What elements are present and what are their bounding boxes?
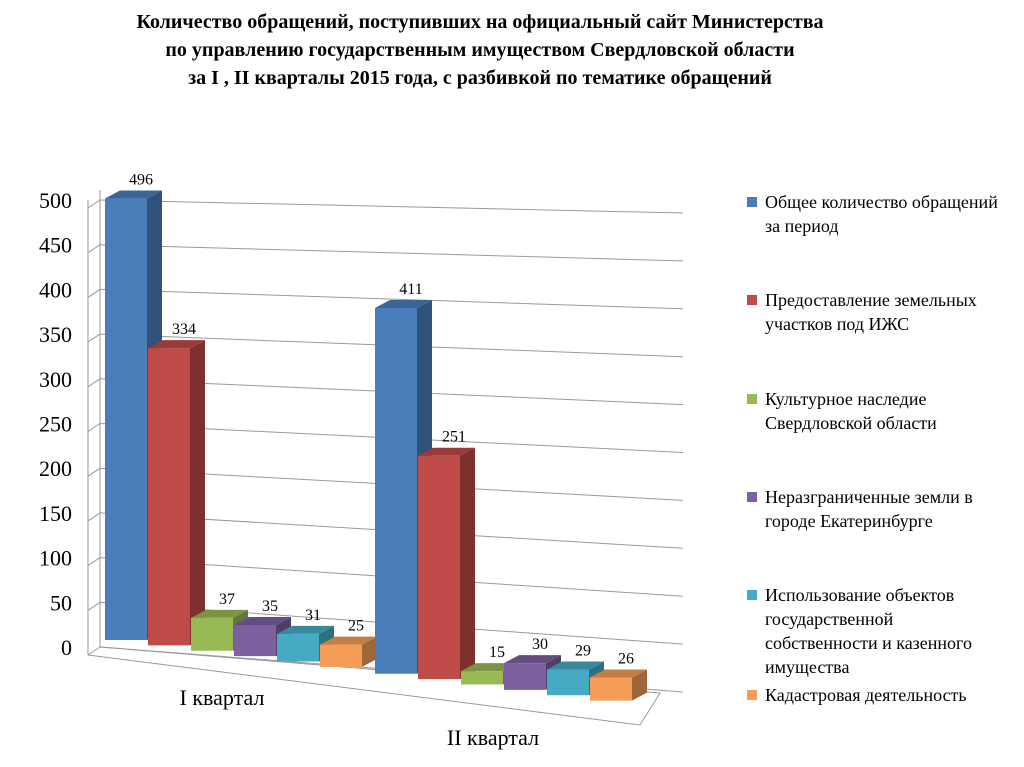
legend-item: Культурное наследие Свердловской области (745, 387, 1010, 435)
legend-swatch (747, 492, 757, 502)
bar-side (632, 669, 647, 701)
legend-swatch (747, 295, 757, 305)
bar (277, 633, 319, 662)
bar (375, 307, 417, 674)
legend-swatch (747, 690, 757, 700)
tick (87, 512, 101, 522)
bar-group (590, 669, 647, 701)
value-label: 30 (532, 636, 548, 653)
bar-top (590, 669, 647, 678)
y-tick-label: 350 (39, 322, 72, 347)
legend-label: Кадастровая деятельность (765, 685, 967, 705)
bar-top (191, 609, 248, 618)
y-tick-label: 400 (39, 277, 72, 302)
y-tick-label: 250 (39, 412, 72, 437)
value-label: 35 (262, 598, 278, 615)
bar (105, 198, 147, 640)
bar (148, 348, 190, 646)
legend-swatch (747, 590, 757, 600)
y-tick-label: 300 (39, 367, 72, 392)
value-label: 334 (172, 321, 196, 338)
value-label: 25 (348, 618, 364, 635)
bar (234, 624, 276, 657)
grid-line (99, 244, 684, 262)
value-label: 251 (442, 429, 466, 446)
grid-line (99, 288, 684, 310)
legend-item: Предоставление земельных участков под ИЖ… (745, 288, 1010, 336)
value-label: 411 (399, 281, 422, 298)
bar-side (460, 447, 475, 680)
y-tick-label: 200 (39, 456, 72, 481)
legend-label: Неразграниченные земли в городе Екатерин… (765, 487, 973, 531)
bar (191, 617, 233, 651)
x-tick-label: I квартал (180, 685, 265, 710)
bar-top (461, 663, 518, 672)
legend-label: Культурное наследие Свердловской области (765, 389, 937, 433)
legend-label: Предоставление земельных участков под ИЖ… (765, 290, 977, 334)
y-tick-label: 50 (50, 590, 72, 615)
tick (87, 646, 101, 656)
bar-top (547, 661, 604, 670)
y-tick-label: 0 (61, 635, 72, 660)
legend-item: Неразграниченные земли в городе Екатерин… (745, 485, 1010, 533)
y-tick-label: 100 (39, 546, 72, 571)
bar-group (504, 655, 561, 690)
bar-group (418, 447, 475, 680)
x-tick-label: II квартал (447, 725, 539, 750)
bar (418, 455, 460, 680)
tick (87, 378, 101, 388)
legend-item: Общее количество обращений за период (745, 190, 1010, 238)
tick (87, 244, 101, 254)
bar-group (320, 636, 377, 667)
legend-swatch (747, 394, 757, 404)
chart-title: Количество обращений, поступивших на офи… (136, 11, 824, 89)
bar-top (277, 625, 334, 634)
bar-top (148, 340, 205, 349)
tick (87, 288, 101, 298)
tick (87, 601, 101, 611)
value-label: 26 (618, 650, 634, 667)
bar (461, 671, 503, 685)
bar (590, 677, 632, 701)
value-label: 31 (305, 607, 321, 624)
y-tick-label: 150 (39, 501, 72, 526)
tick (87, 467, 101, 477)
legend-item: Использование объектов государственной с… (745, 583, 1010, 679)
bar-top (418, 447, 475, 456)
value-label: 37 (219, 591, 235, 608)
bar-top (375, 299, 432, 308)
tick (87, 423, 101, 432)
legend-label: Использование объектов государственной с… (765, 585, 972, 677)
legend-swatch (747, 197, 757, 207)
tick (87, 199, 101, 209)
value-label: 496 (129, 172, 153, 189)
bar-side (362, 636, 377, 667)
bar-top (105, 190, 162, 199)
bar (547, 669, 589, 696)
tick (87, 333, 101, 343)
bar-side (190, 340, 205, 646)
bar-top (504, 655, 561, 664)
bar-group (148, 340, 205, 646)
value-label: 15 (489, 644, 505, 661)
grid-line (99, 199, 684, 214)
tick (87, 557, 101, 567)
value-label: 29 (575, 642, 591, 659)
legend-item: Кадастровая деятельность (745, 683, 1010, 707)
bar (504, 663, 546, 690)
y-tick-label: 450 (39, 233, 72, 258)
y-tick-label: 500 (39, 188, 72, 213)
bar-top (234, 616, 291, 625)
legend-label: Общее количество обращений за период (765, 192, 998, 236)
bar (320, 644, 362, 667)
bar-top (320, 636, 377, 645)
